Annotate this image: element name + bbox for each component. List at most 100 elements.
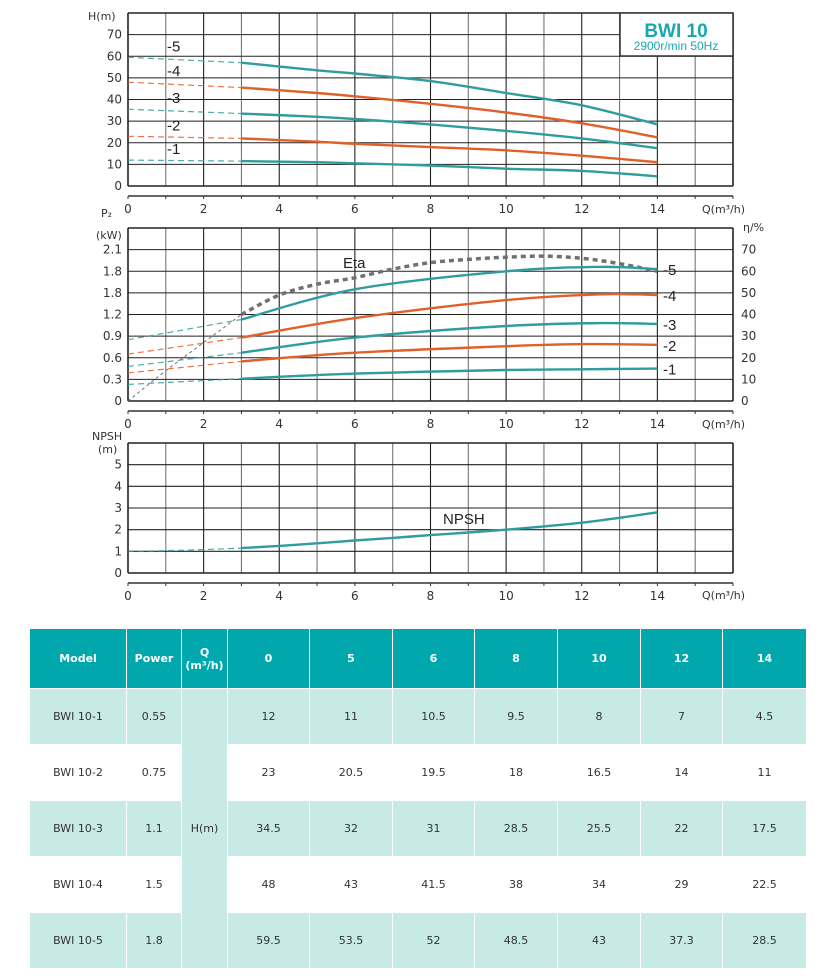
- head-y-ticks: 0 10 20 30 40 50 60 70: [107, 28, 122, 193]
- value-cell: 7: [640, 688, 723, 745]
- header-q-5: 5: [309, 628, 393, 689]
- x-tick-label: 8: [427, 417, 435, 431]
- npsh-x-axis: 0 2 4 6 8 10 12 14: [124, 582, 734, 603]
- y2-tick-label: 60: [741, 264, 756, 278]
- power-series-label: -4: [663, 288, 676, 305]
- y2-tick-label: 30: [741, 329, 756, 343]
- npsh-x-axis-label: Q(m³/h): [702, 589, 745, 602]
- value-cell: 17.5: [722, 800, 807, 857]
- power-series-label: -1: [663, 362, 676, 379]
- power-y-axis-label: P₂: [101, 207, 112, 220]
- y-tick-label: 3: [114, 501, 122, 515]
- y-tick-label: 1.8: [103, 264, 122, 278]
- value-cell: 29: [640, 856, 723, 913]
- y-tick-label: 10: [107, 157, 122, 171]
- x-tick-label: 4: [275, 417, 283, 431]
- y2-tick-label: 0: [741, 394, 749, 408]
- y2-tick-label: 20: [741, 351, 756, 365]
- header-model: Model: [29, 628, 127, 689]
- head-series-curve: [241, 112, 658, 150]
- power-series-curve: [241, 342, 658, 363]
- head-series-curve: [241, 86, 658, 139]
- header-q-top: Q: [199, 645, 210, 659]
- y2-tick-label: 70: [741, 243, 756, 257]
- x-tick-label: 4: [275, 589, 283, 603]
- x-tick-label: 0: [124, 417, 132, 431]
- head-series-curve: [241, 137, 658, 164]
- table-header-row: Model Power Q (m³/h) 0 5 6 8 10 12 14: [29, 628, 807, 689]
- model-cell: BWI 10-3: [29, 800, 127, 857]
- y-tick-label: 20: [107, 136, 122, 150]
- power-y-axis-unit: (kW): [96, 229, 122, 242]
- model-cell: BWI 10-2: [29, 744, 127, 801]
- head-chart: 0 10 20 30 40 50 60 70 0 2 4 6 8 10 12 14 -1 -2 -3 -4 -5 H…: [88, 10, 745, 216]
- value-cell: 34.5: [227, 800, 310, 857]
- npsh-y-ticks: 0 1 2 3 4 5: [114, 458, 122, 580]
- header-q: Q (m³/h): [181, 628, 228, 689]
- header-q-14: 14: [722, 628, 807, 689]
- value-cell: 38: [474, 856, 558, 913]
- head-series-label: -3: [167, 90, 180, 107]
- head-series-label: -5: [167, 38, 180, 55]
- value-cell: 12: [227, 688, 310, 745]
- head-series-label: -1: [167, 141, 180, 158]
- y-tick-label: 5: [114, 458, 122, 472]
- y-tick-label: 0.6: [103, 351, 122, 365]
- power-grid: [127, 227, 734, 402]
- table-row: BWI 10-5 1.8 59.5 53.5 52 48.5 43 37.3 2…: [29, 912, 807, 969]
- power-cell: 0.75: [126, 744, 182, 801]
- value-cell: 14: [640, 744, 723, 801]
- power-series-label: -2: [663, 338, 676, 355]
- value-cell: 22: [640, 800, 723, 857]
- value-cell: 52: [392, 912, 475, 969]
- npsh-y-axis-label: NPSH: [92, 430, 122, 443]
- power-x-axis-label: Q(m³/h): [702, 418, 745, 431]
- power-series-dashed-segment: [127, 360, 242, 374]
- x-tick-label: 10: [498, 202, 513, 216]
- power-x-axis: 0 2 4 6 8 10 12 14: [124, 410, 734, 431]
- value-cell: 28.5: [722, 912, 807, 969]
- npsh-curve-label: NPSH: [443, 511, 485, 528]
- y-tick-label: 40: [107, 93, 122, 107]
- power-y-ticks: 0 0.3 0.6 0.9 1.2 1.8 1.8 2.1: [103, 243, 122, 408]
- x-tick-label: 8: [427, 589, 435, 603]
- npsh-y-axis-unit: (m): [98, 443, 117, 456]
- x-tick-label: 10: [498, 417, 513, 431]
- head-series-dashed-segment: [127, 108, 242, 115]
- x-tick-label: 8: [427, 202, 435, 216]
- npsh-series: [127, 511, 658, 552]
- x-tick-label: 6: [351, 417, 359, 431]
- y2-tick-label: 10: [741, 372, 756, 386]
- value-cell: 25.5: [557, 800, 641, 857]
- brand-box: [619, 12, 734, 57]
- x-tick-label: 2: [200, 417, 208, 431]
- header-q-unit: (m³/h): [185, 658, 224, 672]
- value-cell: 48.5: [474, 912, 558, 969]
- y-tick-label: 60: [107, 49, 122, 63]
- model-title: BWI 10: [644, 21, 707, 42]
- x-tick-label: 12: [574, 417, 589, 431]
- head-x-axis-label: Q(m³/h): [702, 203, 745, 216]
- model-subtitle: 2900r/min 50Hz: [634, 39, 719, 53]
- power-series-curve: [241, 292, 658, 339]
- value-cell: 28.5: [474, 800, 558, 857]
- power-series: -1 -2 -3 -4 -5: [127, 254, 676, 402]
- value-cell: 43: [557, 912, 641, 969]
- head-x-axis: 0 2 4 6 8 10 12 14: [124, 195, 734, 216]
- table-row: BWI 10-3 1.1 34.5 32 31 28.5 25.5 22 17.…: [29, 800, 807, 857]
- head-series-curve: [241, 61, 658, 126]
- value-cell: 53.5: [309, 912, 393, 969]
- efficiency-y-axis-label: η/%: [743, 221, 764, 234]
- x-tick-label: 14: [650, 417, 665, 431]
- value-cell: 37.3: [640, 912, 723, 969]
- y-tick-label: 30: [107, 114, 122, 128]
- y-tick-label: 2: [114, 523, 122, 537]
- x-tick-label: 6: [351, 589, 359, 603]
- head-series-dashed-segment: [127, 56, 242, 64]
- value-cell: 23: [227, 744, 310, 801]
- header-q-10: 10: [557, 628, 641, 689]
- power-series-label: -3: [663, 317, 676, 334]
- y-tick-label: 70: [107, 28, 122, 42]
